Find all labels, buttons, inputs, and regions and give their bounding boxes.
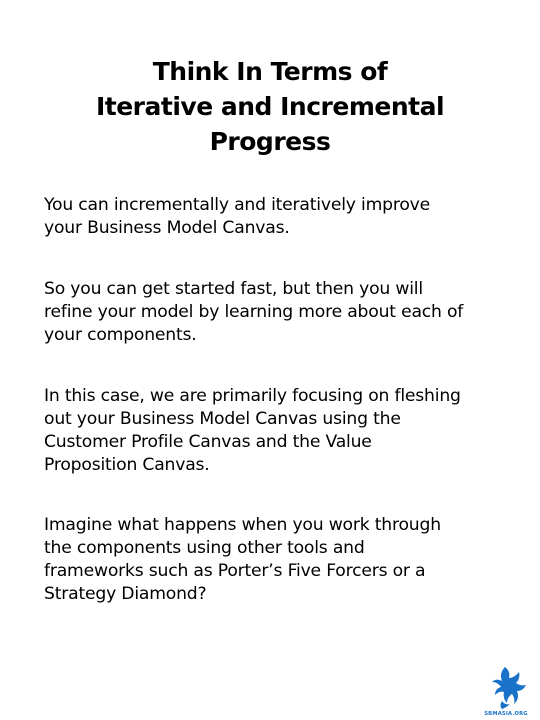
blue-bird-logo-icon: SBMASIA.ORG xyxy=(484,667,528,717)
paragraph-imagine: Imagine what happens when you work throu… xyxy=(44,514,504,606)
paragraph-line: Customer Profile Canvas and the Value xyxy=(44,432,372,452)
paragraph-line: Proposition Canvas. xyxy=(44,455,210,475)
paragraph-line: Strategy Diamond? xyxy=(44,584,207,604)
paragraph-get-started: So you can get started fast, but then yo… xyxy=(44,278,504,347)
title-line-3: Progress xyxy=(209,127,331,156)
paragraph-line: frameworks such as Porter’s Five Forcers… xyxy=(44,561,426,581)
paragraph-line: So you can get started fast, but then yo… xyxy=(44,279,423,299)
paragraph-line: the components using other tools and xyxy=(44,538,365,558)
title-line-1: Think In Terms of xyxy=(152,57,388,86)
title-line-2: Iterative and Incremental xyxy=(95,92,445,121)
paragraph-line: your Business Model Canvas. xyxy=(44,218,290,238)
paragraph-line: Imagine what happens when you work throu… xyxy=(44,515,441,535)
sbmasia-logo: SBMASIA.ORG xyxy=(484,663,528,717)
paragraph-incremental: You can incrementally and iteratively im… xyxy=(44,194,504,240)
paragraph-line: In this case, we are primarily focusing … xyxy=(44,386,461,406)
paragraph-focus: In this case, we are primarily focusing … xyxy=(44,385,504,477)
paragraph-line: your components. xyxy=(44,325,197,345)
paragraph-line: You can incrementally and iteratively im… xyxy=(44,195,431,215)
logo-text: SBMASIA.ORG xyxy=(484,711,527,717)
paragraph-line: out your Business Model Canvas using the xyxy=(44,409,401,429)
paragraph-line: refine your model by learning more about… xyxy=(44,302,464,322)
slide-title: Think In Terms of Iterative and Incremen… xyxy=(40,54,500,159)
